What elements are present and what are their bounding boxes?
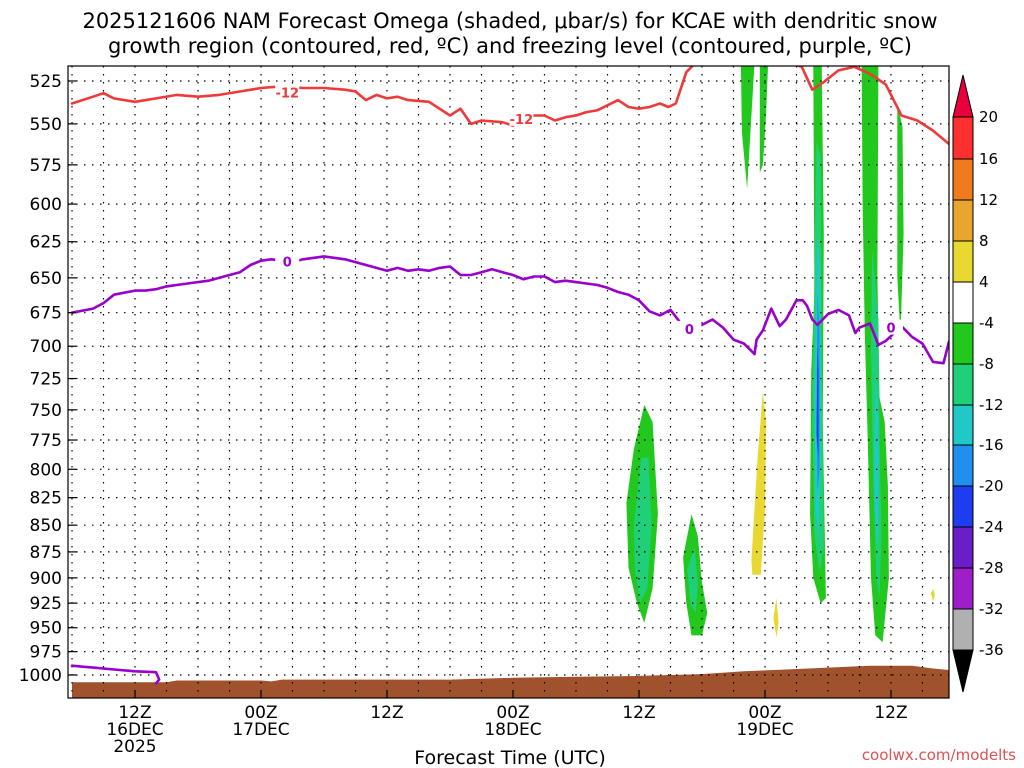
x-tick-label: 00Z [496, 703, 529, 723]
colorbar-label: -12 [979, 396, 1004, 414]
y-tick-label: 525 [30, 72, 62, 92]
omega-shade-5 [773, 598, 779, 638]
colorbar-swatch [952, 199, 974, 242]
y-tick-label: 825 [30, 489, 62, 509]
x-tick-label: 2025 [113, 737, 156, 757]
plot-area [72, 66, 949, 698]
contour-label-bg [879, 319, 903, 335]
x-tick-label: 12Z [370, 703, 403, 723]
colorbar-swatch [952, 281, 974, 324]
colorbar-label: 4 [979, 273, 989, 291]
x-axis-label: Forecast Time (UTC) [414, 747, 605, 768]
contour-label-bg [275, 84, 300, 100]
colorbar-swatch [952, 649, 974, 693]
colorbar: 20 16 12 8 4 -4 -8 -12 -16 -20 -24 -28 -32 -36 [952, 74, 1004, 693]
x-tick-label: 19DEC [736, 720, 793, 740]
contour-line-0 [70, 66, 949, 146]
y-tick-label: 700 [30, 337, 62, 357]
x-tick-label: 12Z [874, 703, 907, 723]
credit-text: coolwx.com/modelts [862, 746, 1016, 764]
colorbar-label: -4 [979, 314, 994, 332]
contour-line-1 [70, 255, 949, 365]
omega-shade-8 [759, 66, 768, 173]
y-tick-label: 550 [30, 115, 62, 135]
x-tick-label: 12Z [622, 703, 655, 723]
colorbar-swatch [952, 116, 974, 160]
colorbar-label: -8 [979, 355, 994, 373]
x-tick-label: 18DEC [484, 720, 541, 740]
colorbar-label: -36 [979, 641, 1004, 659]
y-tick-label: 975 [30, 643, 62, 663]
y-tick-label: 1000 [19, 666, 62, 686]
y-axis-ticks: 525 550 575 600 625 650 675 700 725 750 775 800 825 8… [19, 72, 76, 686]
y-tick-label: 650 [30, 269, 62, 289]
x-tick-label: 16DEC [106, 720, 163, 740]
plot-frame [67, 65, 950, 699]
chart-title-line-2: growth region (contoured, red, ºC) and f… [108, 34, 912, 58]
contour-label: -12 [276, 86, 300, 101]
omega-shade-3 [687, 546, 698, 613]
colorbar-label: 12 [979, 191, 998, 209]
y-tick-label: 850 [30, 516, 62, 536]
colorbar-swatch [952, 444, 974, 487]
colorbar-swatch [952, 240, 974, 283]
y-tick-label: 675 [30, 304, 62, 324]
contour-label-bg [275, 253, 300, 269]
x-tick-label: 00Z [748, 703, 781, 723]
colorbar-swatch [952, 485, 974, 528]
contour-label: 0 [685, 323, 694, 338]
x-tick-label: 12Z [118, 703, 151, 723]
y-tick-label: 800 [30, 460, 62, 480]
grid [68, 66, 949, 698]
y-tick-label: 625 [30, 233, 62, 253]
contour-line-2 [70, 664, 161, 685]
contours: -12 -12 0 0 0 [70, 66, 949, 685]
colorbar-swatch [952, 608, 974, 651]
y-tick-label: 750 [30, 401, 62, 421]
colorbar-label: -28 [979, 559, 1004, 577]
y-tick-label: 600 [30, 195, 62, 215]
colorbar-swatch [952, 526, 974, 569]
omega-shade-13 [816, 346, 819, 458]
terrain-fill [72, 665, 949, 698]
omega-shade-1 [633, 457, 652, 604]
contour-label: 0 [886, 322, 895, 337]
colorbar-label: -16 [979, 436, 1004, 454]
y-tick-label: 900 [30, 569, 62, 589]
contour-label-bg [509, 110, 534, 126]
omega-shade-7 [740, 66, 755, 189]
colorbar-swatch [952, 363, 974, 406]
chart-title-line-1: 2025121606 NAM Forecast Omega (shaded, μ… [82, 9, 937, 33]
y-tick-label: 575 [30, 156, 62, 176]
y-tick-label: 875 [30, 543, 62, 563]
colorbar-label: -32 [979, 600, 1004, 618]
colorbar-label: 8 [979, 232, 989, 250]
colorbar-swatch [952, 74, 974, 118]
x-tick-label: 00Z [244, 703, 277, 723]
colorbar-swatch [952, 404, 974, 446]
colorbar-label: 16 [979, 150, 998, 168]
colorbar-swatch [952, 322, 974, 365]
x-tick-label: 17DEC [232, 720, 289, 740]
omega-shade-17 [897, 103, 904, 336]
colorbar-label: -20 [979, 477, 1004, 495]
colorbar-swatch [952, 567, 974, 610]
contour-label: 0 [283, 255, 292, 270]
colorbar-swatch [952, 158, 974, 201]
contour-label: -12 [510, 113, 534, 128]
contour-label-bg [677, 320, 702, 336]
y-tick-label: 925 [30, 594, 62, 614]
colorbar-label: -24 [979, 518, 1004, 536]
y-tick-label: 950 [30, 619, 62, 639]
omega-shade-4 [751, 391, 766, 575]
colorbar-label: 20 [979, 108, 998, 126]
omega-shade-16 [874, 372, 879, 547]
y-tick-label: 725 [30, 370, 62, 390]
omega-shade-6 [930, 589, 936, 602]
y-tick-label: 775 [30, 431, 62, 451]
